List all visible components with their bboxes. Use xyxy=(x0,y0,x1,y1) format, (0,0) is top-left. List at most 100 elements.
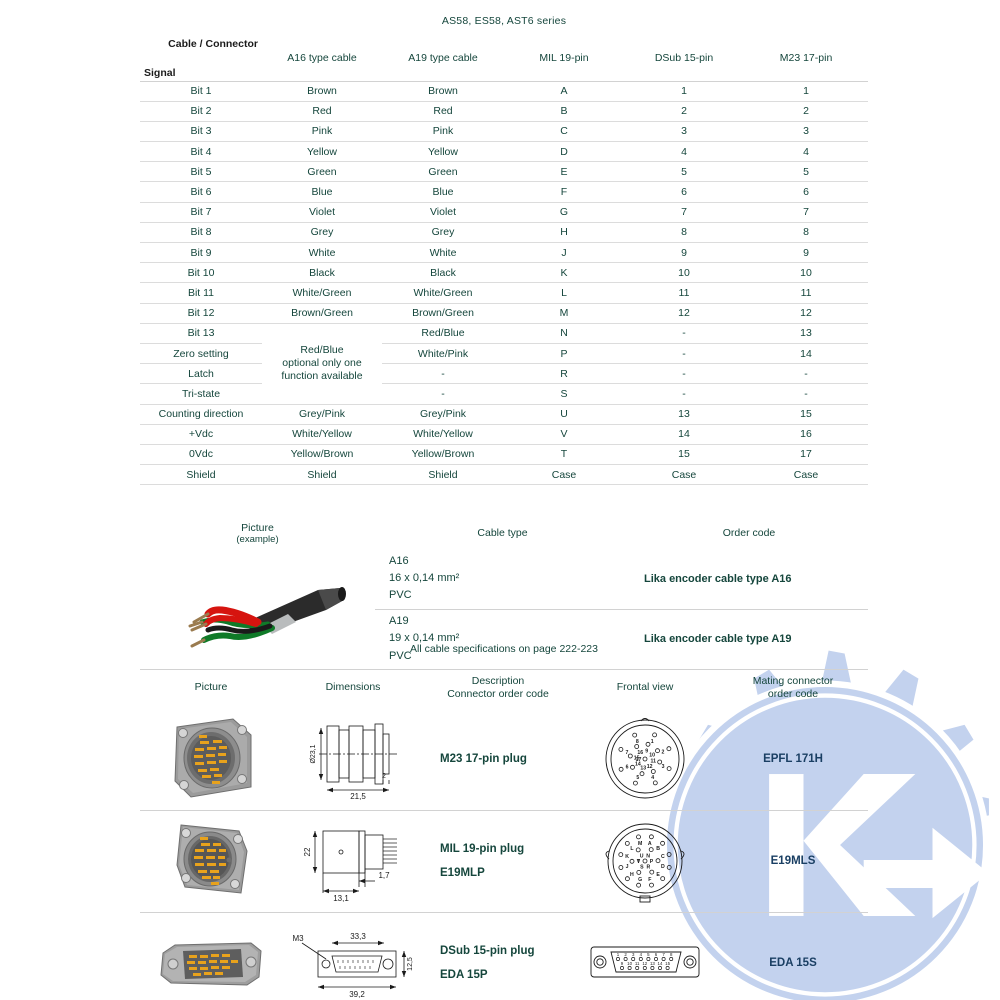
cable-table-bottom-rule xyxy=(140,668,868,670)
pin-hole xyxy=(630,764,635,770)
pin-label: 17 xyxy=(636,757,642,763)
pin-label: E xyxy=(656,872,660,878)
pin-label: T xyxy=(637,859,641,865)
cable-a19-spec: 19 x 0,14 mm² xyxy=(389,632,460,645)
cell-dsub: - xyxy=(624,363,744,385)
m23-frontal-view-cell: 1 2 3 4 5 6 7 8 9 10 11 12 13 14 15 16 17 xyxy=(572,708,718,811)
table-row: Latch - R - - xyxy=(140,363,869,385)
cell-mil: J xyxy=(504,242,624,264)
cell-m23: 4 xyxy=(744,141,869,163)
cell-mil: B xyxy=(504,101,624,122)
pin-label: 4 xyxy=(651,775,654,781)
cell-signal: Bit 7 xyxy=(140,202,262,223)
cell-m23: 5 xyxy=(744,161,869,183)
cell-signal: Tri-state xyxy=(140,383,262,405)
dsub-order-code: EDA 15P xyxy=(440,969,488,981)
page-title: AS58, ES58, AST6 series xyxy=(441,15,567,27)
cell-a19: White/Green xyxy=(382,282,504,304)
cell-signal: Bit 12 xyxy=(140,303,262,324)
cell-mil: E xyxy=(504,161,624,183)
table-row: Bit 7 Violet Violet G 7 7 xyxy=(140,202,869,223)
cell-signal: Bit 9 xyxy=(140,242,262,264)
pin-label: P xyxy=(650,859,654,865)
dsub-dim-thread: M3 xyxy=(292,934,304,943)
m23-description-cell: M23 17-pin plug xyxy=(424,708,572,811)
pin-hole xyxy=(618,865,624,870)
cell-a19: Yellow xyxy=(382,141,504,163)
cell-m23: 3 xyxy=(744,121,869,143)
pin-label: 12 xyxy=(647,764,653,770)
conn-header-description-l1: Description xyxy=(471,674,525,687)
m23-dim-length: 21,5 xyxy=(350,792,366,801)
m23-description: M23 17-pin plug xyxy=(440,752,527,765)
col-header-mil: MIL 19-pin xyxy=(539,52,589,65)
cell-mil: L xyxy=(504,282,624,304)
pin-label: 2 xyxy=(624,952,627,957)
cable-specs-footnote: All cable specifications on page 222-223 xyxy=(410,643,598,655)
m23-mating-code: EPFL 171H xyxy=(718,708,868,811)
cell-signal: Bit 11 xyxy=(140,282,262,304)
connector-row-mil: 22 13,1 1,7 MIL 19-pin plug E19MLP xyxy=(140,810,868,913)
cell-dsub: 5 xyxy=(624,161,744,183)
cable-photo xyxy=(140,549,375,669)
pin-hole xyxy=(648,847,654,852)
cell-mil: M xyxy=(504,303,624,324)
cell-signal: Latch xyxy=(140,363,262,385)
pin-hole xyxy=(642,756,648,762)
cell-m23: 16 xyxy=(744,424,869,445)
pin-hole xyxy=(633,780,638,786)
m23-dimensions: Ø23,1 21,5 2 xyxy=(282,708,424,811)
pin-hole xyxy=(642,858,648,864)
pin-label: R xyxy=(647,865,651,871)
cell-a16: Blue xyxy=(262,181,382,203)
pin-hole xyxy=(638,957,643,961)
pin-hole xyxy=(655,858,661,864)
cable-type-a16: A16 16 x 0,14 mm² PVC xyxy=(375,549,630,609)
conn-header-mating-l2: order code xyxy=(767,688,819,700)
col-header-dsub: DSub 15-pin xyxy=(654,52,714,65)
table-row: Bit 5 Green Green E 5 5 xyxy=(140,161,869,183)
cell-mil: T xyxy=(504,444,624,466)
dsub-photo xyxy=(140,912,282,1000)
cell-dsub: 2 xyxy=(624,101,744,122)
cell-dsub: 11 xyxy=(624,282,744,304)
m23-connector-photo xyxy=(174,718,252,798)
mil-dimension-drawing: 22 13,1 1,7 xyxy=(303,830,397,903)
pin-hole xyxy=(660,840,665,846)
pin-hole xyxy=(624,840,630,846)
pin-label: D xyxy=(661,864,665,870)
cell-a19: - xyxy=(382,363,504,385)
pin-hole xyxy=(652,780,658,786)
cell-m23: 15 xyxy=(744,404,869,425)
cell-signal: Bit 13 xyxy=(140,323,262,344)
cell-signal: Counting direction xyxy=(140,404,262,425)
pin-hole xyxy=(636,870,642,875)
pin-label: 16 xyxy=(637,750,643,756)
pin-label: 10 xyxy=(627,961,632,966)
mil-mating-code: E19MLS xyxy=(718,810,868,913)
pin-hole xyxy=(646,957,651,961)
pin-hole xyxy=(655,748,660,753)
pin-hole xyxy=(666,852,672,857)
pin-label: 8 xyxy=(636,739,639,745)
conn-header-mating: Mating connector order code xyxy=(718,668,868,708)
pin-label: 14 xyxy=(658,961,663,966)
table-row: Bit 2 Red Red B 2 2 xyxy=(140,101,869,122)
dsub-dim-inner-width: 33,3 xyxy=(350,932,366,941)
pin-label: 1 xyxy=(651,739,654,745)
cell-a19: Shield xyxy=(382,464,504,486)
cell-signal: Bit 10 xyxy=(140,262,262,284)
pin-hole xyxy=(639,771,645,776)
cable-a16-name: A16 xyxy=(389,555,409,568)
pin-hole xyxy=(616,957,620,961)
table-row: Bit 9 White White J 9 9 xyxy=(140,242,869,264)
cell-a16: Brown/Green xyxy=(262,303,382,324)
cell-signal: Bit 8 xyxy=(140,222,262,244)
cell-a19: White/Pink xyxy=(382,343,504,365)
cell-signal: Bit 1 xyxy=(140,80,262,102)
col-header-m23: M23 17-pin xyxy=(779,52,833,65)
cell-m23: 6 xyxy=(744,181,869,203)
cell-a19: Blue xyxy=(382,181,504,203)
cell-a16: White xyxy=(262,242,382,264)
mil-dim-length: 13,1 xyxy=(333,894,349,903)
